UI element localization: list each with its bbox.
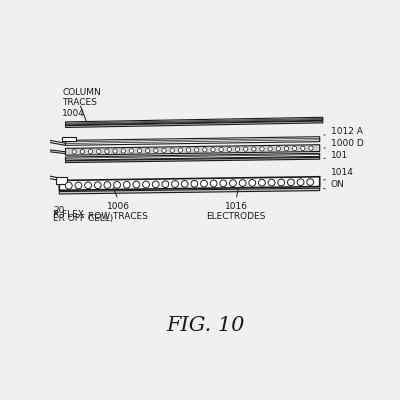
Text: 101: 101: [324, 151, 348, 160]
Circle shape: [244, 147, 248, 151]
Circle shape: [284, 146, 289, 151]
Circle shape: [235, 147, 240, 152]
Circle shape: [65, 182, 72, 189]
Circle shape: [170, 148, 174, 152]
Text: 1014: 1014: [324, 168, 354, 180]
Circle shape: [268, 147, 272, 151]
Circle shape: [143, 181, 150, 188]
Text: 1012 A: 1012 A: [324, 127, 362, 136]
Circle shape: [211, 148, 215, 152]
Circle shape: [113, 149, 117, 153]
Circle shape: [239, 180, 246, 186]
Circle shape: [137, 148, 142, 153]
Circle shape: [276, 146, 280, 151]
Circle shape: [162, 148, 166, 152]
Circle shape: [203, 148, 207, 152]
Circle shape: [104, 182, 111, 188]
Polygon shape: [66, 157, 320, 162]
Circle shape: [288, 179, 294, 186]
Circle shape: [114, 182, 120, 188]
Text: 1000 D: 1000 D: [324, 139, 363, 148]
Circle shape: [80, 150, 84, 154]
Circle shape: [154, 148, 158, 153]
Polygon shape: [66, 137, 320, 145]
Circle shape: [178, 148, 182, 152]
Circle shape: [72, 150, 76, 154]
Circle shape: [309, 146, 313, 150]
Circle shape: [88, 149, 93, 154]
Circle shape: [210, 180, 217, 187]
Text: 1006
ROW TRACES: 1006 ROW TRACES: [88, 202, 148, 222]
Polygon shape: [66, 121, 323, 128]
Text: 1016
ELECTRODES: 1016 ELECTRODES: [206, 202, 266, 222]
Circle shape: [172, 181, 178, 188]
Circle shape: [191, 180, 198, 187]
Polygon shape: [66, 153, 320, 160]
Circle shape: [278, 179, 285, 186]
Circle shape: [307, 179, 314, 186]
Text: 20: 20: [53, 206, 64, 215]
Circle shape: [123, 181, 130, 188]
Circle shape: [220, 180, 227, 187]
Circle shape: [301, 146, 305, 150]
Circle shape: [200, 180, 207, 187]
Circle shape: [129, 149, 134, 153]
Circle shape: [186, 148, 191, 152]
Circle shape: [133, 181, 140, 188]
Circle shape: [249, 180, 256, 186]
Text: COLUMN
TRACES
1004: COLUMN TRACES 1004: [62, 88, 101, 118]
Circle shape: [181, 180, 188, 187]
Circle shape: [252, 147, 256, 151]
Polygon shape: [59, 177, 320, 190]
Circle shape: [258, 179, 265, 186]
Polygon shape: [59, 188, 320, 194]
Circle shape: [121, 149, 125, 153]
Circle shape: [227, 147, 232, 152]
Circle shape: [85, 182, 92, 189]
Circle shape: [297, 179, 304, 186]
Circle shape: [260, 147, 264, 151]
Text: FIG. 10: FIG. 10: [166, 316, 244, 335]
Polygon shape: [66, 145, 320, 155]
Circle shape: [194, 148, 199, 152]
Polygon shape: [66, 117, 323, 125]
Text: ER OFF CELL): ER OFF CELL): [53, 214, 113, 223]
Circle shape: [75, 182, 82, 189]
Circle shape: [152, 181, 159, 188]
Circle shape: [96, 149, 101, 154]
Text: R FLEX: R FLEX: [53, 210, 84, 219]
Circle shape: [268, 179, 275, 186]
Circle shape: [292, 146, 297, 150]
FancyBboxPatch shape: [62, 137, 76, 141]
Circle shape: [219, 147, 223, 152]
Circle shape: [162, 181, 169, 188]
Circle shape: [105, 149, 109, 153]
Circle shape: [146, 148, 150, 153]
Circle shape: [94, 182, 101, 188]
Circle shape: [230, 180, 236, 186]
Text: ON: ON: [324, 180, 344, 189]
FancyBboxPatch shape: [56, 177, 67, 184]
